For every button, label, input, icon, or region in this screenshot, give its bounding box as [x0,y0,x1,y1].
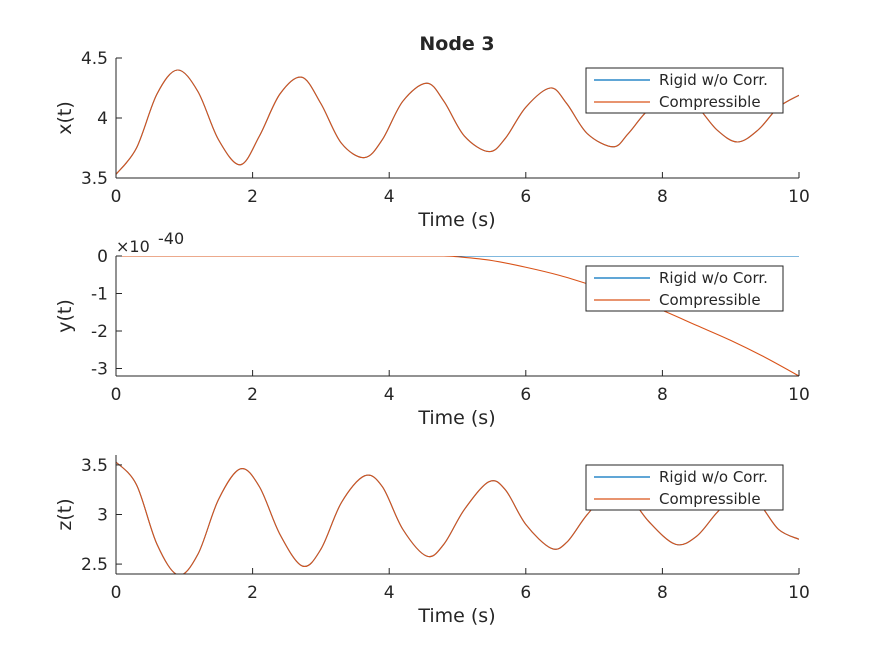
y-axis-label: x(t) [54,101,76,135]
legend-label-compressible: Compressible [659,291,761,309]
x-tick-label: 8 [657,385,668,405]
y-tick-label: 3.5 [81,456,108,476]
y-tick-label: -3 [91,360,108,380]
series-line-compressible [116,256,799,376]
legend-label-rigid: Rigid w/o Corr. [659,71,768,89]
x-tick-label: 2 [247,385,258,405]
legend-box [585,265,784,312]
x-tick-label: 0 [111,187,122,207]
x-tick-label: 10 [788,187,810,207]
figure-title: Node 3 [419,33,494,55]
x-tick-label: 6 [520,187,531,207]
x-tick-label: 4 [384,187,395,207]
y-axis-label: z(t) [54,498,76,530]
x-tick-label: 2 [247,187,258,207]
y-tick-label: 0 [97,247,108,267]
y-tick-label: -2 [91,322,108,342]
x-tick-label: 0 [111,385,122,405]
panel-3: 0 2 4 6 8 10 2.5 3 3.5 Time (s) z(t) Rigid w/o Corr… [54,455,810,627]
x-tick-label: 4 [384,583,395,603]
x-tick-label: 6 [520,385,531,405]
y-tick-label: 3 [97,506,108,526]
panel-2: 0 2 4 6 8 10 0 -1 -2 -3 Time (s) y(t) ×10 -40 Rigid w/… [54,229,810,429]
legend-label-compressible: Compressible [659,93,761,111]
x-axis-label: Time (s) [417,407,495,429]
legend-label-rigid: Rigid w/o Corr. [659,269,768,287]
legend-label-rigid: Rigid w/o Corr. [659,468,768,486]
legend: Rigid w/o Corr. Compressible [585,67,784,114]
y-tick-label: 4 [97,109,108,129]
panel-1: 0 2 4 6 8 10 3.5 4 4.5 Time (s) x(t) Rigid w/o Corr… [54,49,810,231]
x-tick-label: 2 [247,583,258,603]
x-tick-label: 4 [384,385,395,405]
x-tick-label: 10 [788,385,810,405]
series-line-compressible [116,461,799,574]
x-tick-label: 8 [657,187,668,207]
x-axis-label: Time (s) [417,605,495,627]
legend-label-compressible: Compressible [659,490,761,508]
legend-box [585,67,784,114]
y-tick-label: 3.5 [81,169,108,189]
x-tick-label: 0 [111,583,122,603]
x-tick-label: 6 [520,583,531,603]
y-axis-label: y(t) [54,299,76,333]
legend-box [585,464,784,511]
legend: Rigid w/o Corr. Compressible [585,265,784,312]
legend: Rigid w/o Corr. Compressible [585,464,784,511]
y-tick-label: 2.5 [81,555,108,575]
exponent-power: -40 [158,229,184,248]
y-tick-label: -1 [91,285,108,305]
x-tick-label: 10 [788,583,810,603]
y-tick-label: 4.5 [81,49,108,69]
exponent-label: ×10 [116,237,150,256]
x-tick-label: 8 [657,583,668,603]
x-axis-label: Time (s) [417,209,495,231]
